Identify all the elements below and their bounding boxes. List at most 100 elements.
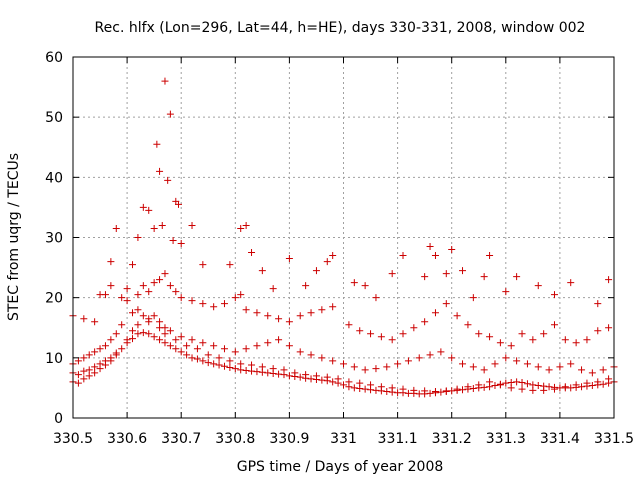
data-point [85, 372, 93, 380]
data-point [361, 282, 369, 290]
data-point [491, 382, 499, 390]
data-point [107, 282, 115, 290]
data-point [410, 386, 418, 394]
data-point [85, 351, 93, 359]
data-point [307, 351, 315, 359]
data-point [161, 330, 169, 338]
data-point [258, 267, 266, 275]
data-point [323, 373, 331, 381]
data-point [242, 221, 250, 229]
data-point [459, 267, 467, 275]
y-tick-label: 20 [45, 291, 63, 307]
data-point [513, 378, 521, 386]
x-tick-label: 331.2 [432, 431, 472, 447]
data-point [502, 354, 510, 362]
y-tick-label: 40 [45, 170, 63, 186]
data-point [177, 240, 185, 248]
data-point [399, 330, 407, 338]
data-point [599, 380, 607, 388]
data-point [513, 273, 521, 281]
data-point [421, 387, 429, 395]
data-point [145, 330, 153, 338]
data-point [183, 351, 191, 359]
data-point [107, 336, 115, 344]
data-point [237, 366, 245, 374]
data-point [129, 335, 137, 343]
data-point [361, 385, 369, 393]
data-point [215, 354, 223, 362]
data-point [291, 369, 299, 377]
data-point [356, 327, 364, 335]
data-point [134, 291, 142, 299]
data-point [540, 386, 548, 394]
data-point [442, 300, 450, 308]
data-point [329, 303, 337, 311]
x-tick-label: 330.7 [161, 431, 201, 447]
data-point [318, 306, 326, 314]
data-point [334, 375, 342, 383]
data-point [123, 285, 131, 293]
data-point [118, 321, 126, 329]
data-point [153, 140, 161, 148]
data-point [258, 363, 266, 371]
data-point [464, 383, 472, 391]
data-point [453, 312, 461, 320]
data-point [588, 382, 596, 390]
data-point [480, 366, 488, 374]
data-point [166, 110, 174, 118]
data-point [475, 330, 483, 338]
data-point [199, 300, 207, 308]
data-point [85, 366, 93, 374]
data-point [502, 288, 510, 296]
data-point [561, 383, 569, 391]
data-point [172, 336, 180, 344]
data-point [150, 279, 158, 287]
data-point [469, 294, 477, 302]
data-point [275, 370, 283, 378]
data-point [156, 336, 164, 344]
data-point [91, 369, 99, 377]
data-point [139, 203, 147, 211]
data-point [361, 366, 369, 374]
data-point [459, 360, 467, 368]
data-point [166, 327, 174, 335]
data-point [123, 297, 131, 305]
data-point [188, 221, 196, 229]
data-point [134, 234, 142, 241]
data-point [248, 361, 256, 369]
y-axis-label: STEC from uqrg / TECUs [6, 153, 22, 321]
data-point [112, 224, 120, 232]
data-point [367, 330, 375, 338]
axis-ticks [72, 56, 615, 419]
data-point [556, 363, 564, 371]
data-point [177, 294, 185, 302]
data-point [426, 243, 434, 251]
data-point [572, 381, 580, 389]
data-point [269, 365, 277, 373]
data-point [550, 291, 558, 299]
data-point [545, 366, 553, 374]
data-point [253, 368, 261, 376]
x-tick-label: 331.4 [540, 431, 580, 447]
x-tick-label: 330.5 [53, 431, 93, 447]
data-point [96, 365, 104, 373]
data-point [345, 378, 353, 386]
x-tick-label: 330.8 [215, 431, 255, 447]
data-point [280, 366, 288, 374]
data-point [248, 367, 256, 375]
data-point [210, 303, 218, 311]
y-tick-label: 0 [54, 411, 63, 427]
data-point [534, 382, 542, 390]
data-point [156, 167, 164, 175]
data-point [264, 312, 272, 320]
data-point [329, 378, 337, 386]
data-point [204, 359, 212, 367]
data-point [220, 300, 228, 308]
data-point [383, 388, 391, 396]
data-point [594, 378, 602, 386]
data-point [394, 360, 402, 368]
data-point [312, 267, 320, 275]
data-point [139, 329, 147, 337]
data-point [388, 270, 396, 278]
data-point [183, 342, 191, 350]
